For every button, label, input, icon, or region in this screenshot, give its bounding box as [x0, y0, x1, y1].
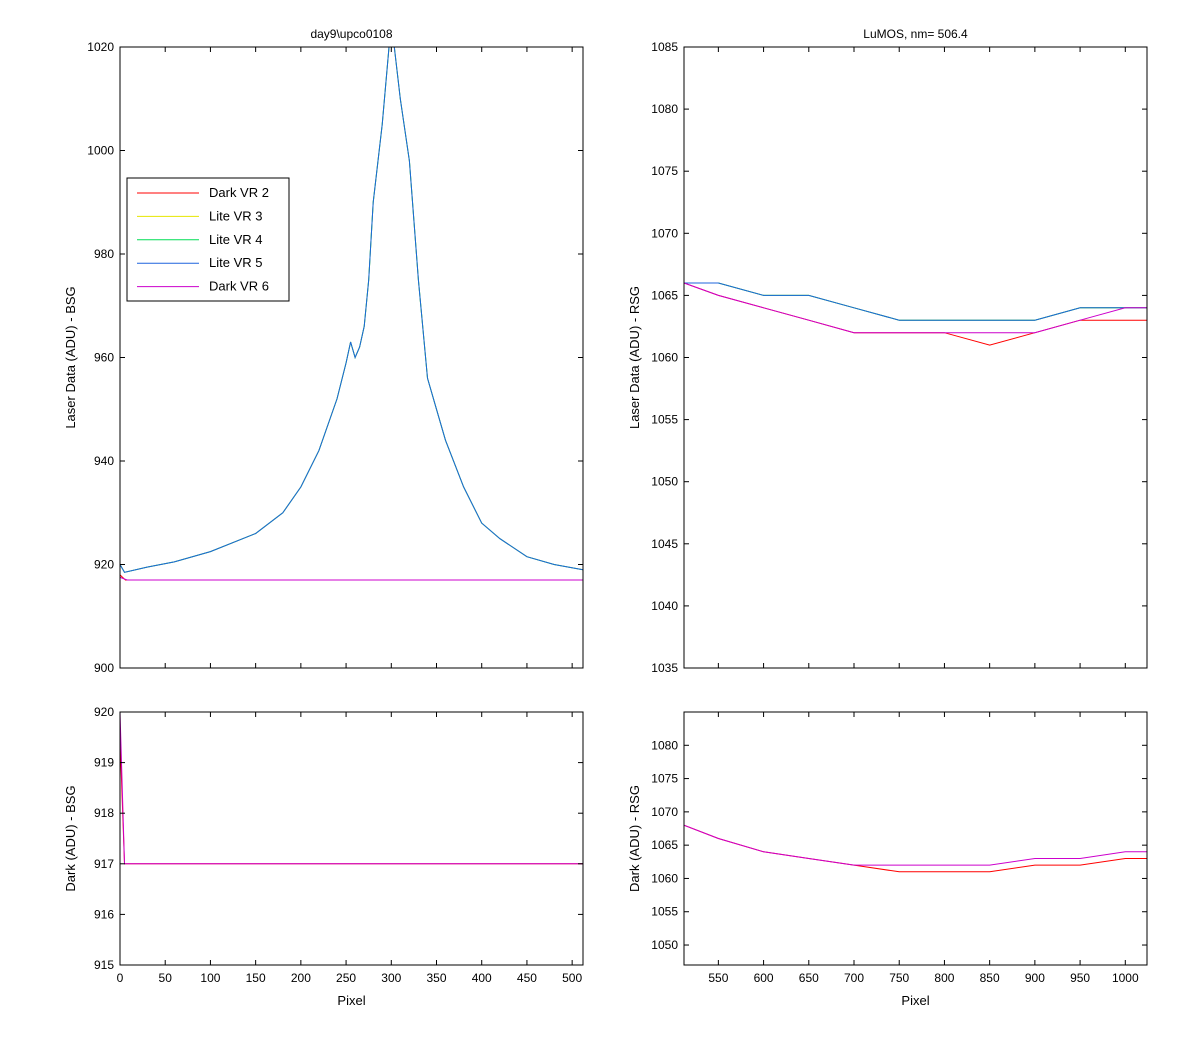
x-tick-label: 600 [754, 971, 774, 985]
y-axis-label: Dark (ADU) - RSG [627, 785, 642, 892]
y-tick-label: 920 [94, 705, 114, 719]
y-tick-label: 1060 [651, 351, 678, 365]
plot-area [684, 47, 1147, 668]
y-tick-label: 1070 [651, 226, 678, 240]
chart-title: LuMOS, nm= 506.4 [863, 27, 968, 41]
panel-3: 550 600 650 700 750 800 850 900 950 1000 1050 1055 1… [627, 711, 1148, 1008]
x-tick-label: 300 [381, 971, 401, 985]
x-tick-label: 800 [934, 971, 954, 985]
y-tick-label: 900 [94, 661, 114, 675]
y-tick-label: 1065 [651, 838, 678, 852]
plot-area [684, 712, 1147, 965]
y-axis-label: Dark (ADU) - BSG [63, 785, 78, 891]
x-tick-label: 250 [336, 971, 356, 985]
y-tick-label: 918 [94, 806, 114, 820]
x-tick-label: 550 [708, 971, 728, 985]
series-line-3 [684, 282, 1147, 321]
panel-0: 900 920 940 960 980 1000 1020 day9\upco0108 Lase… [63, 27, 584, 675]
axes-frame [119, 711, 584, 966]
x-tick-label: 900 [1025, 971, 1045, 985]
x-tick-label: 850 [980, 971, 1000, 985]
y-tick-label: 1020 [87, 40, 114, 54]
series-line-4 [120, 576, 583, 581]
y-tick-label: 917 [94, 857, 114, 871]
y-tick-label: 1075 [651, 772, 678, 786]
x-tick-label: 500 [562, 971, 582, 985]
y-tick-label: 920 [94, 558, 114, 572]
y-tick-label: 1035 [651, 661, 678, 675]
x-axis-label: Pixel [901, 993, 929, 1008]
y-axis-label: Laser Data (ADU) - BSG [63, 286, 78, 428]
y-tick-label: 1070 [651, 805, 678, 819]
series-line-4 [684, 282, 1147, 334]
x-tick-label: 700 [844, 971, 864, 985]
y-tick-label: 1060 [651, 871, 678, 885]
legend-label: Dark VR 2 [209, 185, 269, 200]
y-tick-label: 919 [94, 756, 114, 770]
x-tick-label: 200 [291, 971, 311, 985]
y-tick-label: 1040 [651, 599, 678, 613]
y-tick-label: 1080 [651, 102, 678, 116]
x-tick-label: 400 [472, 971, 492, 985]
y-tick-label: 980 [94, 247, 114, 261]
y-tick-label: 1065 [651, 288, 678, 302]
y-tick-label: 1080 [651, 738, 678, 752]
x-tick-label: 1000 [1112, 971, 1139, 985]
axes-frame [683, 711, 1148, 966]
legend-label: Lite VR 5 [209, 255, 262, 270]
y-tick-label: 1045 [651, 537, 678, 551]
series-line-3 [120, 47, 583, 573]
panel-2: 0 50 100 150 200 250 300 350 400 450 500 915 916 917 9… [63, 705, 584, 1008]
x-tick-label: 750 [889, 971, 909, 985]
y-tick-label: 1050 [651, 475, 678, 489]
x-tick-label: 50 [159, 971, 173, 985]
y-tick-label: 960 [94, 351, 114, 365]
legend: Dark VR 2 Lite VR 3 Lite VR 4 Lite VR 5 Dark… [126, 177, 290, 302]
x-tick-label: 650 [799, 971, 819, 985]
y-tick-label: 1055 [651, 413, 678, 427]
x-tick-label: 100 [200, 971, 220, 985]
chart-title: day9\upco0108 [310, 27, 392, 41]
y-tick-label: 915 [94, 958, 114, 972]
legend-label: Lite VR 4 [209, 232, 262, 247]
x-tick-label: 150 [246, 971, 266, 985]
y-axis-label: Laser Data (ADU) - RSG [627, 286, 642, 429]
y-tick-label: 1000 [87, 144, 114, 158]
plot-area [120, 47, 583, 668]
plot-area [120, 712, 583, 965]
y-tick-label: 1075 [651, 164, 678, 178]
y-tick-label: 1085 [651, 40, 678, 54]
legend-label: Lite VR 3 [209, 208, 262, 223]
legend-label: Dark VR 6 [209, 279, 269, 294]
y-tick-label: 940 [94, 454, 114, 468]
series-line-1 [684, 824, 1147, 866]
panel-1: 1035 1040 1045 1050 1055 1060 1065 1070 1075 1080… [627, 27, 1148, 675]
x-tick-label: 950 [1070, 971, 1090, 985]
x-tick-label: 450 [517, 971, 537, 985]
y-tick-label: 916 [94, 907, 114, 921]
x-axis-label: Pixel [337, 993, 365, 1008]
y-tick-label: 1050 [651, 938, 678, 952]
x-tick-label: 0 [117, 971, 124, 985]
y-tick-label: 1055 [651, 905, 678, 919]
x-tick-label: 350 [426, 971, 446, 985]
